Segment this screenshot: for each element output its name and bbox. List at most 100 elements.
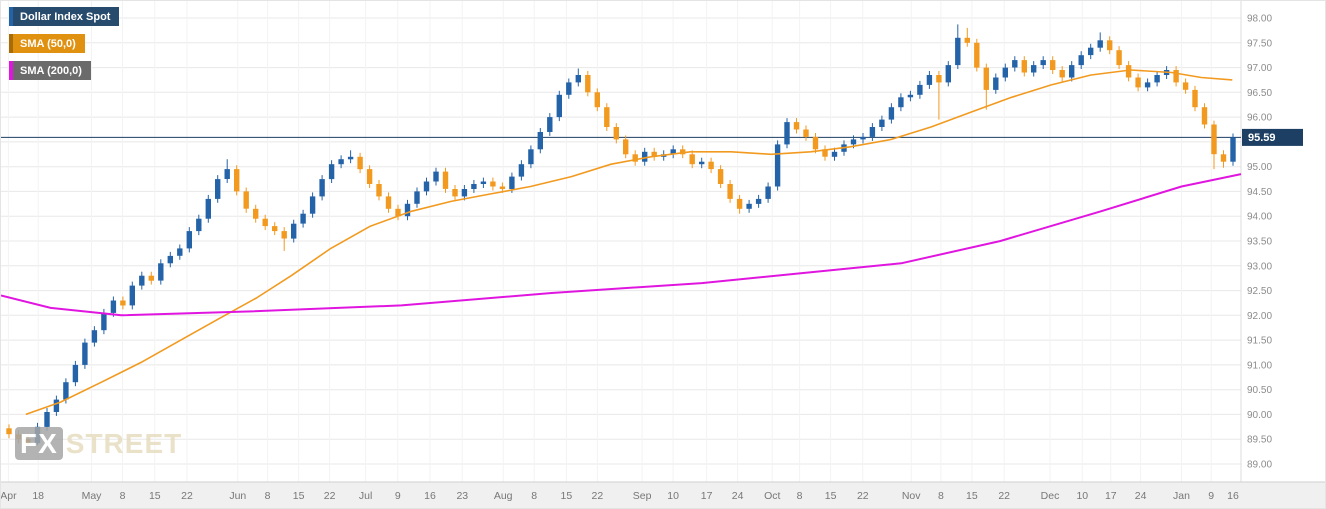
candle-body xyxy=(6,428,12,435)
x-axis-tick-label: 8 xyxy=(265,490,271,502)
x-axis-tick-label: 9 xyxy=(1208,490,1214,502)
y-axis-tick-label: 92.00 xyxy=(1247,311,1272,322)
candle-body xyxy=(433,171,439,182)
candle-body xyxy=(755,198,762,204)
x-axis-tick-label: Oct xyxy=(764,490,780,502)
candle-body xyxy=(72,364,79,383)
candle-body xyxy=(91,330,98,343)
y-axis-tick-label: 90.00 xyxy=(1247,410,1272,421)
candle-body xyxy=(746,203,752,209)
candle-body xyxy=(148,275,154,281)
candle-body xyxy=(376,184,382,197)
x-axis-tick-label: Dec xyxy=(1041,490,1060,502)
last-price-label: 95.59 xyxy=(1242,128,1303,146)
candle-body xyxy=(537,132,543,150)
candle-body xyxy=(253,208,259,219)
candle-body xyxy=(575,75,581,83)
candle-body xyxy=(1201,107,1208,125)
y-axis-tick-label: 93.00 xyxy=(1247,261,1272,272)
sma-200-line xyxy=(1,173,1242,317)
x-axis-tick-label: 8 xyxy=(531,490,537,502)
x-axis-tick-label: 15 xyxy=(966,490,978,502)
candle-body xyxy=(395,208,401,217)
candle-body xyxy=(1230,137,1236,162)
candle-body xyxy=(888,107,895,120)
candle-body xyxy=(727,184,733,199)
candle-body xyxy=(689,154,695,165)
candle-body xyxy=(1059,70,1065,78)
candle-body xyxy=(822,149,828,157)
candle-body xyxy=(926,75,933,85)
candle-body xyxy=(613,127,619,140)
candle-body xyxy=(717,169,724,184)
candle-body xyxy=(1116,50,1122,66)
legend-chip-sma-200[interactable]: SMA (200,0) xyxy=(9,61,91,80)
candle-body xyxy=(1088,47,1094,56)
x-axis-tick-label: 16 xyxy=(1227,490,1239,502)
candle-body xyxy=(205,198,211,219)
candle-body xyxy=(1211,124,1217,155)
x-axis-tick-label: 15 xyxy=(825,490,837,502)
candle-body xyxy=(736,198,743,209)
x-axis-tick-label: 8 xyxy=(938,490,944,502)
candle-body xyxy=(328,164,335,180)
x-axis-tick-label: 24 xyxy=(1135,490,1147,502)
x-axis-tick-label: 17 xyxy=(1105,490,1117,502)
candle-body xyxy=(680,149,686,155)
sma-50-line xyxy=(25,69,1233,416)
candle-body xyxy=(566,82,572,95)
candle-body xyxy=(82,342,88,365)
x-axis-tick-label: Jan xyxy=(1173,490,1190,502)
candle-body xyxy=(604,107,610,127)
candle-body xyxy=(528,149,534,165)
candle-body xyxy=(338,159,344,165)
x-axis-tick-label: 16 xyxy=(424,490,436,502)
candle-body xyxy=(831,151,838,157)
candle-body xyxy=(1220,154,1227,162)
x-axis-tick-label: 9 xyxy=(395,490,401,502)
candle-body xyxy=(53,399,60,412)
y-axis-tick-label: 96.50 xyxy=(1247,88,1272,99)
y-axis-tick-label: 95.00 xyxy=(1247,162,1272,173)
candle-body xyxy=(1144,82,1151,88)
legend-chip-sma-50[interactable]: SMA (50,0) xyxy=(9,34,85,53)
x-axis-tick-label: Apr xyxy=(1,490,17,502)
x-axis-tick-label: 8 xyxy=(120,490,126,502)
candle-body xyxy=(272,226,278,232)
y-axis-tick-label: 98.00 xyxy=(1247,14,1272,25)
y-axis-tick-label: 89.00 xyxy=(1247,460,1272,471)
candle-body xyxy=(955,37,961,66)
candles-layer xyxy=(6,24,1236,446)
x-axis-tick-label: 15 xyxy=(149,490,161,502)
candle-body xyxy=(196,218,202,232)
x-axis-tick-label: Sep xyxy=(633,490,652,502)
candle-body xyxy=(110,300,117,313)
candle-body xyxy=(964,37,970,43)
candle-body xyxy=(158,263,164,281)
candle-body xyxy=(357,156,363,170)
candle-body xyxy=(167,255,173,264)
y-axis-tick-label: 96.00 xyxy=(1247,113,1272,124)
x-axis-tick-label: 15 xyxy=(293,490,305,502)
candle-body xyxy=(139,275,145,286)
candle-body xyxy=(974,42,980,68)
candle-body xyxy=(907,94,914,98)
candle-body xyxy=(120,300,126,306)
y-axis-tick-label: 90.50 xyxy=(1247,385,1272,396)
legend-chip-dollar-index-spot[interactable]: Dollar Index Spot xyxy=(9,7,120,26)
y-axis-tick-label: 92.50 xyxy=(1247,286,1272,297)
candle-body xyxy=(793,122,800,130)
candle-body xyxy=(1192,89,1198,108)
fxstreet-logo-fx: FX xyxy=(15,427,63,460)
candle-body xyxy=(983,67,989,90)
candle-body xyxy=(803,129,809,137)
x-axis-tick-label: 24 xyxy=(732,490,744,502)
candle-body xyxy=(547,117,553,132)
candle-body xyxy=(1154,75,1160,83)
y-axis-tick-label: 94.50 xyxy=(1247,187,1272,198)
fxstreet-logo-street: STREET xyxy=(65,428,183,459)
candle-body xyxy=(699,161,705,165)
candle-body xyxy=(1031,65,1037,73)
candle-body xyxy=(215,179,221,199)
